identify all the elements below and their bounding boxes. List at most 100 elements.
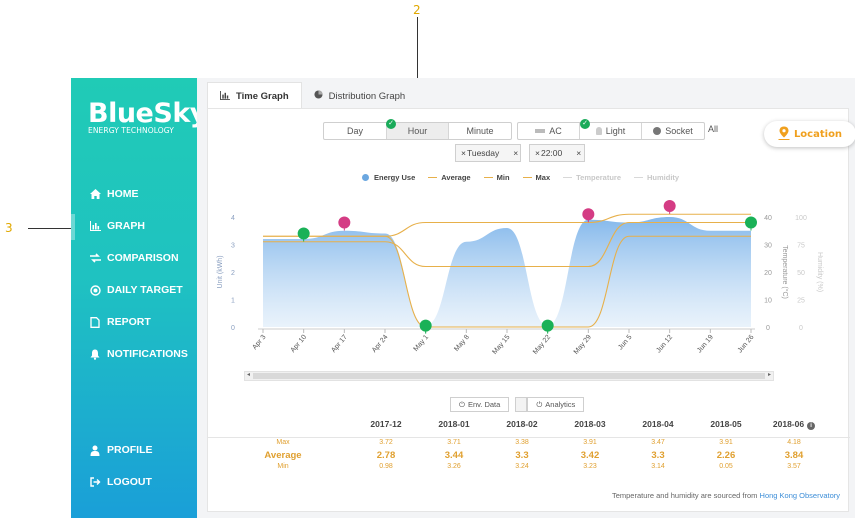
- series-line-average: [263, 221, 751, 268]
- bar-chart-icon: [89, 220, 101, 232]
- graph-tabs: Time Graph Distribution Graph: [207, 82, 417, 110]
- location-button[interactable]: Location: [764, 121, 855, 147]
- sidebar: BlueSky ENERGY TECHNOLOGY HOME GRAPH COM…: [71, 78, 207, 518]
- y-tick-label: 1: [231, 298, 235, 305]
- map-pin-icon: [778, 126, 790, 143]
- month-header: 2018-04: [642, 419, 674, 429]
- tab-time-graph[interactable]: Time Graph: [207, 82, 302, 110]
- granularity-minute-button[interactable]: Minute: [466, 126, 494, 136]
- scrollbar-thumb[interactable]: [253, 373, 765, 379]
- x-tick-label: Apr 17: [330, 334, 349, 354]
- source-text: Temperature and humidity are sourced fro…: [611, 491, 758, 500]
- legend-swatch: [563, 177, 573, 178]
- max-value: 3.91: [583, 439, 597, 446]
- home-icon: [89, 188, 101, 200]
- sidebar-item-graph[interactable]: GRAPH: [89, 220, 145, 232]
- sidebar-item-logout[interactable]: LOGOUT: [89, 476, 152, 488]
- month-header: 2018-06 i: [764, 419, 824, 430]
- target-icon: [89, 284, 101, 296]
- y3-tick-label: 50: [797, 270, 805, 277]
- average-value: 3.3: [515, 450, 529, 461]
- sidebar-item-home[interactable]: HOME: [89, 188, 139, 200]
- env-data-button[interactable]: ⏻ Env. Data: [450, 397, 510, 412]
- device-light-button[interactable]: Light: [580, 123, 642, 139]
- y-tick-label: 3: [231, 243, 235, 250]
- filter-chip-time[interactable]: × 22:00 ×: [529, 144, 585, 162]
- device-label: AC: [549, 126, 562, 136]
- power-icon: ⏻: [536, 399, 543, 409]
- sidebar-item-label: GRAPH: [107, 220, 145, 232]
- bell-icon: [89, 348, 101, 360]
- legend-swatch: [634, 177, 644, 178]
- y2-tick-label: 40: [764, 215, 772, 222]
- granularity-hour-button[interactable]: Hour: [387, 123, 449, 139]
- chart-scrollbar[interactable]: ◂ ▸: [244, 371, 774, 381]
- sidebar-item-report[interactable]: REPORT: [89, 316, 151, 328]
- min-marker: [541, 319, 554, 332]
- x-tick-label: Apr 3: [251, 334, 267, 351]
- min-marker: [297, 227, 310, 240]
- x-tick-label: May 1: [413, 334, 431, 353]
- summary-average-row: Average 2.78 3.44 3.3 3.42 3.3 2.26 3.84: [208, 450, 850, 462]
- analytics-button[interactable]: ⏻ Analytics: [527, 397, 585, 412]
- y3-axis-label: Humidity (%): [816, 252, 823, 292]
- legend-temperature[interactable]: Temperature: [563, 173, 621, 182]
- y3-tick-label: 25: [797, 298, 805, 305]
- month-header: 2018-02: [506, 419, 538, 429]
- y3-tick-label: 100: [795, 215, 807, 222]
- x-tick-label: Jun 12: [655, 334, 674, 355]
- brand-logo[interactable]: BlueSky ENERGY TECHNOLOGY: [88, 100, 207, 136]
- sidebar-item-label: DAILY TARGET: [107, 284, 183, 296]
- min-value: 0.98: [379, 463, 393, 470]
- legend-label: Min: [496, 173, 510, 182]
- tab-distribution-graph[interactable]: Distribution Graph: [302, 82, 418, 110]
- chip-close-icon[interactable]: ×: [513, 148, 519, 158]
- info-icon[interactable]: i: [807, 422, 816, 430]
- summary-max-row: Max 3.72 3.71 3.38 3.91 3.47 3.91 4.18: [208, 439, 850, 451]
- y-tick-label: 2: [231, 270, 235, 277]
- max-value: 4.18: [787, 439, 801, 446]
- filter-chip-day[interactable]: × Tuesday ×: [455, 144, 521, 162]
- device-ac-button[interactable]: AC: [518, 123, 580, 139]
- sidebar-item-notifications[interactable]: NOTIFICATIONS: [89, 348, 188, 360]
- x-tick-label: May 22: [532, 334, 552, 356]
- y2-tick-label: 0: [766, 325, 770, 332]
- sidebar-item-profile[interactable]: PROFILE: [89, 444, 153, 456]
- average-value: 3.3: [651, 450, 665, 461]
- min-value: 3.24: [515, 463, 529, 470]
- y3-tick-label: 75: [797, 243, 805, 250]
- chip-remove-icon[interactable]: ×: [461, 148, 466, 158]
- sidebar-item-label: PROFILE: [107, 444, 153, 456]
- chip-close-icon[interactable]: ×: [576, 148, 582, 158]
- x-tick-label: May 15: [491, 334, 511, 356]
- ac-icon: [535, 129, 546, 133]
- granularity-day-button[interactable]: Day: [324, 123, 387, 139]
- legend-label: Average: [441, 173, 471, 182]
- scroll-left-icon[interactable]: ◂: [247, 372, 251, 378]
- legend-label: Humidity: [647, 173, 680, 182]
- scroll-right-icon[interactable]: ▸: [767, 372, 771, 378]
- y-tick-label: 4: [231, 215, 235, 222]
- row-label-min: Min: [277, 463, 289, 470]
- legend-min[interactable]: Min: [483, 173, 510, 182]
- y2-axis-label: Temperature (°C): [781, 245, 789, 299]
- chip-remove-icon[interactable]: ×: [535, 148, 540, 158]
- legend-humidity[interactable]: Humidity: [634, 173, 679, 182]
- max-value: 3.91: [719, 439, 733, 446]
- sidebar-item-comparison[interactable]: COMPARISON: [89, 252, 179, 264]
- summary-divider: [208, 437, 850, 438]
- legend-max[interactable]: Max: [522, 173, 550, 182]
- legend-average[interactable]: Average: [428, 173, 471, 182]
- x-tick-label: Apr 10: [290, 334, 309, 354]
- device-all-button[interactable]: All: [708, 124, 719, 134]
- chart-markers: [297, 200, 757, 334]
- legend-energy-use[interactable]: Energy Use: [362, 173, 415, 182]
- device-socket-button[interactable]: Socket: [642, 123, 704, 139]
- sidebar-item-label: COMPARISON: [107, 252, 179, 264]
- y3-tick-label: 0: [799, 325, 803, 332]
- source-link[interactable]: Hong Kong Observatory: [759, 491, 840, 500]
- sidebar-item-daily-target[interactable]: DAILY TARGET: [89, 284, 183, 296]
- legend-swatch: [362, 174, 369, 181]
- x-tick-label: Jun 19: [696, 334, 715, 355]
